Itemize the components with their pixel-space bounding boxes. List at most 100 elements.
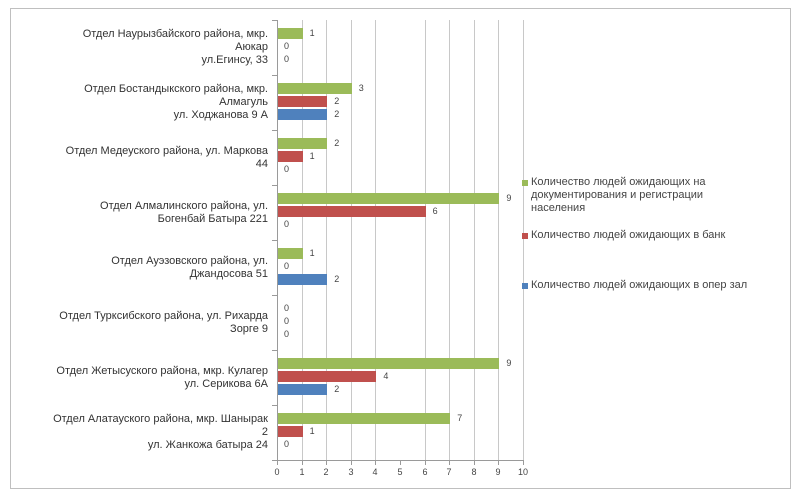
gridline (351, 20, 352, 460)
category-label-line: 2 (261, 426, 268, 438)
legend-label: Количество людей ожидающих в опер зал (531, 279, 747, 292)
legend-label: Количество людей ожидающих в банк (531, 229, 725, 242)
y-axis-tick (272, 295, 277, 296)
gridline (523, 20, 524, 460)
x-axis-tick-label: 2 (323, 467, 329, 477)
bar-documents (278, 358, 500, 369)
legend-label-line: документирования и регистрации (531, 189, 704, 201)
bar-bank (278, 206, 426, 217)
y-axis-tick (272, 75, 277, 76)
category-label: Отдел Бостандыкского района, мкр. Алмагул… (14, 75, 268, 130)
bar-operations (278, 274, 328, 285)
x-axis-tick-label: 8 (471, 467, 477, 477)
x-axis-tick (400, 460, 401, 465)
data-label: 2 (334, 384, 340, 394)
category-label-line: Богенбай Батыра 221 (157, 212, 268, 225)
category-label: Отдел Алатауского района, мкр. Шанырак 2 у… (14, 405, 268, 460)
category-label-line: Отдел Медеуского района, ул. Маркова (65, 144, 268, 157)
data-label: 4 (383, 371, 389, 381)
chart-frame (10, 8, 791, 489)
category-label-line: Зорге 9 (230, 322, 268, 335)
category-label-line: ул. Серикова 6А (184, 377, 268, 390)
x-axis-tick-label: 0 (274, 467, 280, 477)
bar-documents (278, 138, 328, 149)
category-label: Отдел Медеуского района, ул. Маркова 44 (14, 130, 268, 185)
data-label: 0 (284, 54, 290, 64)
bar-documents (278, 28, 303, 39)
data-label: 2 (334, 274, 340, 284)
legend-label-line: Количество людей ожидающих в опер зал (531, 279, 748, 291)
category-label-line: Джандосова 51 (189, 267, 268, 280)
category-label: Отдел Наурызбайского района, мкр. Аюкар ул… (14, 20, 268, 75)
y-axis-tick (272, 350, 277, 351)
bar-documents (278, 248, 303, 259)
data-label: 0 (284, 41, 290, 51)
x-axis-tick (474, 460, 475, 465)
category-label-line: Аюкар (235, 41, 268, 53)
data-label: 2 (334, 96, 340, 106)
x-axis-tick (449, 460, 450, 465)
bar-bank (278, 371, 377, 382)
bar-operations (278, 384, 328, 395)
y-axis-tick (272, 240, 277, 241)
category-label-line: Алмагуль (219, 96, 268, 108)
legend-swatch (522, 180, 528, 186)
category-label-line: Отдел Турксибского района, ул. Рихарда (59, 309, 268, 322)
x-axis-tick (523, 460, 524, 465)
y-axis-line (277, 20, 278, 461)
data-label: 0 (284, 329, 290, 339)
bar-documents (278, 413, 451, 424)
gridline (449, 20, 450, 460)
legend-label-line: Количество людей ожидающих на (531, 176, 706, 188)
category-label-line: Отдел Наурызбайского района, мкр. (82, 28, 268, 40)
category-label-line: ул. Ходжанова 9 А (173, 109, 268, 121)
category-label-line: Отдел Ауэзовского района, ул. (111, 254, 268, 267)
gridline (302, 20, 303, 460)
bar-bank (278, 426, 303, 437)
x-axis-tick-label: 3 (348, 467, 354, 477)
y-axis-tick (272, 405, 277, 406)
gridline (498, 20, 499, 460)
y-axis-tick (272, 460, 277, 461)
bar-operations (278, 109, 328, 120)
x-axis-tick (302, 460, 303, 465)
x-axis-tick-label: 6 (422, 467, 428, 477)
category-label: Отдел Ауэзовского района, ул. Джандосова … (14, 240, 268, 295)
x-axis-tick (326, 460, 327, 465)
x-axis-tick (375, 460, 376, 465)
gridline (375, 20, 376, 460)
data-label: 7 (457, 413, 463, 423)
category-label: Отдел Турксибского района, ул. Рихарда Зо… (14, 295, 268, 350)
x-axis-tick (425, 460, 426, 465)
category-label: Отдел Алмалинского района, ул. Богенбай Б… (14, 185, 268, 240)
data-label: 0 (284, 439, 290, 449)
legend-item: Количество людей ожидающих в опер зал (522, 279, 787, 292)
gridline (326, 20, 327, 460)
bar-bank (278, 151, 303, 162)
category-label-line: Отдел Жетысуского района, мкр. Кулагер (56, 364, 268, 377)
category-label-line: ул.Егинсу, 33 (201, 54, 268, 66)
x-axis-tick (277, 460, 278, 465)
data-label: 1 (309, 151, 315, 161)
category-label-line: Отдел Бостандыкского района, мкр. (84, 83, 268, 95)
data-label: 3 (358, 83, 364, 93)
x-axis-tick-label: 4 (372, 467, 378, 477)
x-axis-tick-label: 7 (446, 467, 452, 477)
gridline (474, 20, 475, 460)
y-axis-tick (272, 20, 277, 21)
data-label: 0 (284, 164, 290, 174)
data-label: 0 (284, 316, 290, 326)
x-axis-tick-label: 5 (397, 467, 403, 477)
data-label: 1 (309, 248, 315, 258)
category-label-line: ул. Жанкожа батыра 24 (147, 439, 268, 451)
data-label: 1 (309, 28, 315, 38)
bar-documents (278, 193, 500, 204)
x-axis-tick-label: 1 (299, 467, 305, 477)
data-label: 9 (506, 193, 512, 203)
y-axis-tick (272, 185, 277, 186)
data-label: 6 (432, 206, 438, 216)
legend-label-line: населения (531, 202, 586, 214)
x-axis-tick-label: 9 (495, 467, 501, 477)
data-label: 0 (284, 303, 290, 313)
gridline (425, 20, 426, 460)
